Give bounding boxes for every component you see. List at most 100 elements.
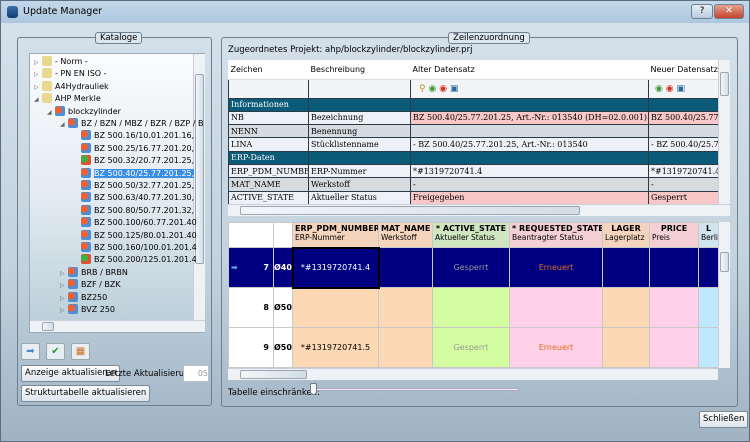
tree-node[interactable]: BZ 500.100/60.77.201.40 — [73, 217, 197, 229]
scroll-thumb[interactable] — [42, 322, 54, 331]
grid-cell-requested[interactable]: Erneuert — [509, 327, 603, 368]
expander-icon[interactable]: ◢ — [60, 121, 65, 128]
grid-cell[interactable] — [698, 327, 719, 368]
catalog-tree[interactable]: ▷ - Norm - ▷ - PN EN ISO - ▷ A4Hydrauliek ◢ AHP… — [29, 53, 205, 333]
image-icon[interactable]: ▣ — [449, 83, 459, 94]
grid-header-l[interactable]: LBerlin — [698, 222, 719, 248]
tree-node[interactable]: BZ 500.25/16.77.201.20, — [73, 142, 194, 155]
grid-cell[interactable] — [698, 247, 719, 288]
column-header[interactable]: Beschreibung — [308, 60, 411, 80]
filter-icon[interactable]: ⚲ — [419, 83, 426, 94]
tree-node[interactable]: ▷ - Norm - — [34, 56, 88, 68]
mapping-row[interactable]: ERP-Daten — [228, 150, 719, 165]
mapping-row[interactable]: ERP_PDM_NUMBER ERP-Nummer *#1319720741.4 *#… — [228, 163, 719, 179]
grid-header-lager[interactable]: LAGER Lagerplatz — [602, 222, 650, 248]
tree-node[interactable]: BZ 500.40/25.77.201.25, — [73, 167, 195, 180]
filter-slider-track[interactable] — [313, 388, 519, 391]
grid-cell-dia[interactable]: Ø50 — [273, 287, 293, 328]
grid-cell-dia[interactable]: Ø50 — [273, 327, 293, 368]
globe-sync-icon[interactable]: ◉ — [428, 83, 437, 94]
mapping-horizontal-scrollbar[interactable] — [228, 204, 730, 216]
update-structure-table-button[interactable]: Strukturtabelle aktualisieren — [21, 385, 151, 402]
tree-node[interactable]: ◢ blockzylinder — [47, 105, 121, 118]
grid-cell[interactable] — [698, 287, 719, 328]
tree-node[interactable]: ▷ - PN EN ISO - — [34, 68, 107, 80]
mapping-row[interactable]: NB Bezeichnung BZ 500.40/25.77.201.25, Art… — [228, 110, 719, 126]
grid-cell-active[interactable] — [432, 287, 510, 328]
grid-header-price[interactable]: PRICE Preis — [649, 222, 699, 248]
tree-node[interactable]: BZ 500.32/20.77.201.25, — [73, 155, 194, 167]
help-button[interactable]: ? — [691, 4, 713, 19]
grid-cell-requested[interactable]: Erneuert — [509, 247, 603, 288]
grid-row[interactable]: 9 Ø50 *#1319720741.5 Gesperrt Erneuert — [228, 327, 719, 368]
tree-node[interactable]: BZ 500.16/10.01.201.16, — [73, 130, 194, 142]
tree-node[interactable]: ▷ BRB / BRBN — [60, 266, 128, 279]
grid-cell[interactable] — [649, 247, 699, 288]
grid-cell-erp[interactable]: *#1319720741.5 — [292, 327, 379, 368]
expander-icon[interactable]: ◢ — [34, 96, 39, 104]
grid-cell[interactable] — [602, 287, 650, 328]
filter-slider-thumb[interactable] — [310, 383, 317, 395]
tree-node[interactable]: BZ 500.50/32.77.201.25, — [73, 180, 194, 192]
globe-sync-icon[interactable]: ◉ — [655, 83, 663, 94]
grid-cell-active[interactable]: Gesperrt — [432, 247, 510, 288]
expander-icon[interactable]: ▷ — [60, 269, 65, 277]
tree-node[interactable]: ▷ BVZ 250 — [60, 304, 115, 316]
grid-cell-erp[interactable] — [292, 287, 379, 328]
column-header[interactable]: Neuer Datensatz — [648, 60, 719, 80]
globe-red-icon[interactable]: ◉ — [439, 83, 448, 94]
column-header[interactable]: Zeichen — [228, 60, 309, 80]
expander-icon[interactable]: ▷ — [60, 294, 65, 302]
mapping-row[interactable]: NENN Benennung — [228, 124, 719, 139]
grid-cell[interactable] — [649, 287, 699, 328]
expander-icon[interactable]: ▷ — [60, 307, 65, 314]
grid-cell-dia[interactable]: Ø40 — [273, 247, 293, 288]
scroll-thumb[interactable] — [240, 370, 307, 379]
scroll-thumb[interactable] — [240, 206, 580, 215]
grid-cell[interactable] — [649, 327, 699, 368]
grid-cell-num[interactable]: ➡ 7 — [228, 247, 274, 288]
tree-vertical-scrollbar[interactable] — [193, 54, 205, 320]
grid-cell-num[interactable]: 9 — [228, 327, 274, 368]
tree-node[interactable]: ▷ A4Hydrauliek — [34, 80, 109, 93]
tree-node[interactable]: ▷ BZ250 — [60, 291, 107, 304]
expander-icon[interactable]: ▷ — [60, 282, 65, 290]
grid-cell[interactable] — [602, 327, 650, 368]
grid-cell-active[interactable]: Gesperrt — [432, 327, 510, 368]
tree-node[interactable]: BZ 500.63/40.77.201.30, — [73, 192, 194, 204]
grid-cell-erp[interactable]: *#1319720741.4 — [291, 246, 380, 289]
edit-table-button[interactable]: ▦ — [71, 343, 90, 360]
grid-horizontal-scrollbar[interactable] — [228, 368, 718, 380]
grid-cell[interactable] — [378, 247, 433, 288]
checkmark-button[interactable]: ✔ — [46, 343, 65, 360]
expander-icon[interactable]: ▷ — [34, 59, 39, 66]
mapping-vertical-scrollbar[interactable] — [718, 60, 730, 204]
schliessen-button[interactable]: Schließen — [699, 411, 749, 428]
grid-cell[interactable] — [378, 327, 433, 368]
image-icon[interactable]: ▣ — [676, 83, 685, 94]
tree-node[interactable]: BZ 500.80/50.77.201.32, — [73, 204, 194, 217]
tree-node[interactable]: BZ 500.160/100.01.201.4 — [73, 242, 197, 254]
grid-cell[interactable] — [602, 247, 650, 288]
globe-red-icon[interactable]: ◉ — [665, 83, 674, 94]
grid-vertical-scrollbar[interactable] — [718, 222, 730, 368]
tree-node[interactable]: BZ 500.200/125.01.201.4 — [73, 254, 197, 266]
refresh-display-button[interactable]: Anzeige aktualisieren — [21, 365, 121, 382]
scroll-thumb[interactable] — [195, 74, 204, 264]
close-window-button[interactable]: ✕ — [714, 4, 744, 19]
scroll-thumb[interactable] — [720, 252, 729, 272]
tree-node[interactable]: ◢ BZ / BZN / MBZ / BZR / BZP / B — [60, 118, 204, 130]
tree-node[interactable]: ▷ BZF / BZK — [60, 279, 121, 291]
grid-header-erp-pdm-number[interactable]: ERP_PDM_NUMBER ERP-Nummer — [292, 222, 379, 248]
mapping-row[interactable]: Informationen — [228, 97, 719, 112]
expander-icon[interactable]: ▷ — [34, 83, 39, 91]
tree-horizontal-scrollbar[interactable] — [30, 320, 205, 332]
mapping-row[interactable]: MAT_NAME Werkstoff - - — [228, 177, 719, 192]
grid-header-requested-state[interactable]: * REQUESTED_STATE Beantragter Status — [509, 222, 603, 248]
arrow-right-icon-button[interactable]: ➡ — [21, 343, 40, 360]
grid-header-mat-name[interactable]: MAT_NAME Werkstoff — [378, 222, 433, 248]
grid-header-active-state[interactable]: * ACTIVE_STATE Aktueller Status — [432, 222, 510, 248]
expander-icon[interactable]: ◢ — [47, 108, 52, 116]
scroll-thumb[interactable] — [720, 72, 729, 96]
mapping-row[interactable]: ACTIVE_STATE Aktueller Status Freigegeben G… — [228, 190, 719, 205]
